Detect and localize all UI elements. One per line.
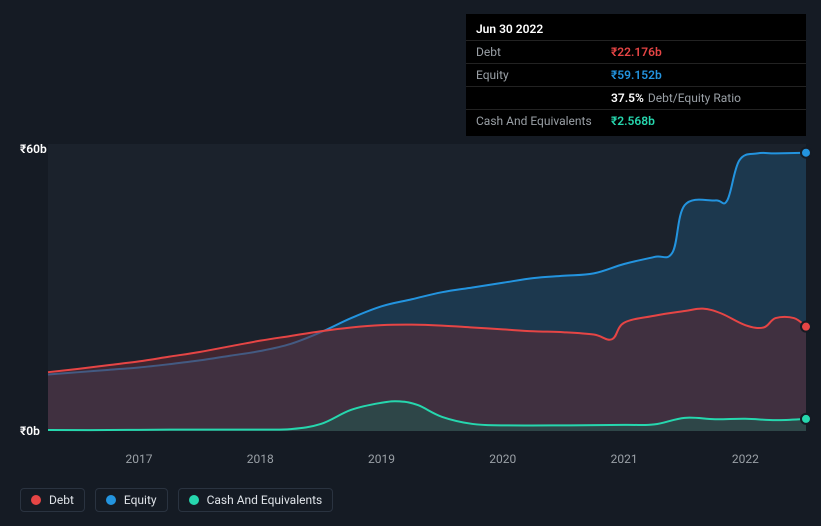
- tooltip-row-label: Debt: [476, 43, 611, 61]
- x-tick-label: 2019: [368, 452, 395, 466]
- legend-item-equity[interactable]: Equity: [95, 488, 168, 512]
- legend-item-label: Equity: [124, 493, 157, 507]
- tooltip-row-value: 37.5%: [611, 89, 644, 107]
- tooltip-row-value: ₹2.568b: [611, 112, 655, 130]
- tooltip-row-value: ₹22.176b: [611, 43, 662, 61]
- tooltip-row: Equity₹59.152b: [466, 64, 806, 87]
- tooltip-title: Jun 30 2022: [476, 20, 543, 38]
- chart-tooltip: Jun 30 2022 Debt₹22.176bEquity₹59.152b37…: [466, 14, 806, 136]
- tooltip-row: 37.5%Debt/Equity Ratio: [466, 87, 806, 110]
- x-tick-label: 2020: [489, 452, 516, 466]
- x-tick-label: 2017: [125, 452, 152, 466]
- legend-item-label: Cash And Equivalents: [207, 493, 323, 507]
- x-tick-label: 2022: [732, 452, 759, 466]
- chart-legend: Debt Equity Cash And Equivalents: [20, 488, 333, 512]
- legend-item-debt[interactable]: Debt: [20, 488, 85, 512]
- tooltip-row-suffix: Debt/Equity Ratio: [648, 89, 741, 107]
- plot-svg: [48, 144, 806, 431]
- x-tick-label: 2021: [611, 452, 638, 466]
- tooltip-row-value: ₹59.152b: [611, 66, 662, 84]
- tooltip-row-label: Equity: [476, 66, 611, 84]
- plot-area[interactable]: [48, 144, 806, 431]
- debt-equity-chart: ₹0b ₹60b 2017 2018 2019 2020 2021 2022 Jun 30 …: [0, 0, 821, 526]
- y-tick-label: ₹60b: [20, 142, 47, 156]
- tooltip-row-label: [476, 89, 611, 107]
- legend-item-label: Debt: [49, 493, 74, 507]
- equity-end-marker: [801, 148, 811, 158]
- debt-end-marker: [801, 322, 811, 332]
- tooltip-row: Debt₹22.176b: [466, 41, 806, 64]
- legend-item-cash[interactable]: Cash And Equivalents: [178, 488, 334, 512]
- tooltip-row-label: Cash And Equivalents: [476, 112, 611, 130]
- tooltip-row: Cash And Equivalents₹2.568b: [466, 110, 806, 132]
- legend-dot-icon: [189, 495, 199, 505]
- cash-end-marker: [801, 414, 811, 424]
- y-tick-label: ₹0b: [20, 424, 40, 438]
- legend-dot-icon: [106, 495, 116, 505]
- x-tick-label: 2018: [247, 452, 274, 466]
- legend-dot-icon: [31, 495, 41, 505]
